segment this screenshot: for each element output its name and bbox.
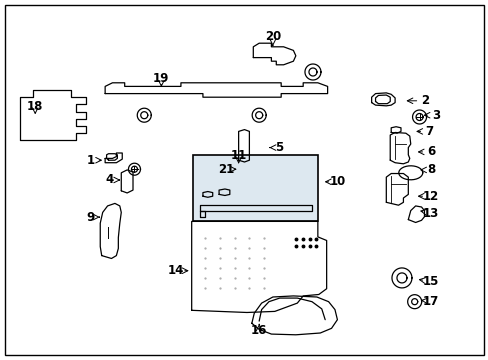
Text: 6: 6 bbox=[427, 145, 434, 158]
Text: 18: 18 bbox=[27, 100, 43, 113]
Text: 19: 19 bbox=[153, 72, 169, 85]
Text: 12: 12 bbox=[422, 190, 439, 203]
Text: 20: 20 bbox=[264, 30, 281, 43]
Text: 21: 21 bbox=[217, 163, 234, 176]
Text: 11: 11 bbox=[230, 149, 246, 162]
Text: 2: 2 bbox=[421, 94, 428, 107]
Text: 4: 4 bbox=[106, 174, 114, 186]
Text: 16: 16 bbox=[250, 324, 267, 337]
Text: 10: 10 bbox=[328, 175, 345, 188]
Text: 14: 14 bbox=[167, 264, 184, 277]
Text: 15: 15 bbox=[422, 275, 439, 288]
Text: 7: 7 bbox=[425, 125, 432, 138]
Bar bbox=[193, 155, 317, 221]
Text: 9: 9 bbox=[86, 211, 94, 224]
Text: 13: 13 bbox=[422, 207, 439, 220]
Text: 1: 1 bbox=[86, 154, 94, 167]
Text: 17: 17 bbox=[422, 295, 439, 308]
Text: 5: 5 bbox=[274, 141, 282, 154]
Text: 8: 8 bbox=[427, 163, 434, 176]
Text: 3: 3 bbox=[431, 109, 439, 122]
